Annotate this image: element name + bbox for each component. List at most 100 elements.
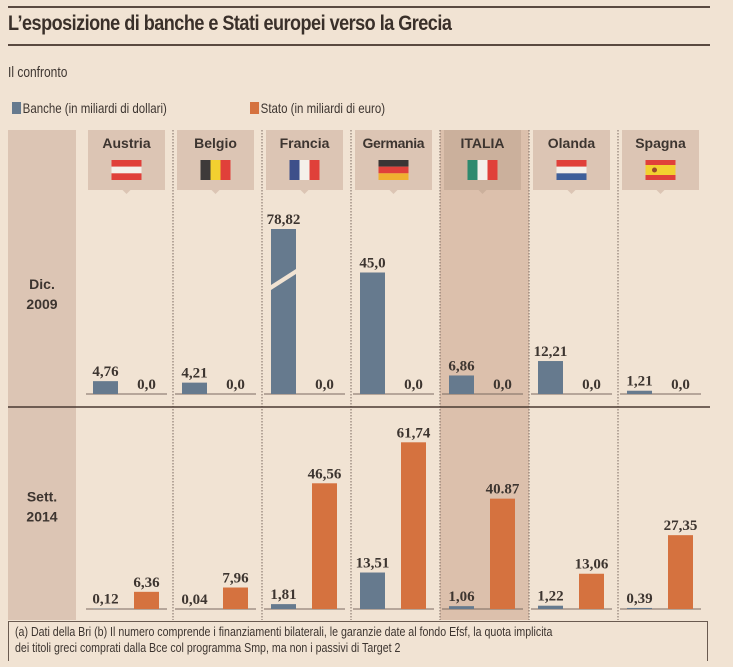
data-label: 6,86 bbox=[448, 358, 475, 374]
data-label: 0,12 bbox=[92, 592, 118, 608]
bar-banche bbox=[271, 229, 296, 394]
data-label: 13,51 bbox=[356, 556, 390, 572]
data-label: 1,22 bbox=[537, 589, 563, 605]
bar-stato bbox=[134, 591, 159, 609]
period-label: 2014 bbox=[26, 509, 57, 525]
period-label: Sett. bbox=[27, 489, 57, 505]
italy-flag bbox=[467, 160, 498, 180]
bar-stato bbox=[223, 587, 248, 609]
flag-stripe bbox=[556, 166, 587, 174]
austria-flag bbox=[111, 160, 142, 180]
bar-banche bbox=[449, 606, 474, 609]
spain-flag bbox=[645, 160, 676, 180]
flag-stripe bbox=[467, 160, 478, 180]
data-label: 46,56 bbox=[308, 466, 342, 482]
bar-banche bbox=[93, 381, 118, 394]
header-pointer bbox=[389, 190, 398, 194]
data-label: 0,0 bbox=[493, 377, 512, 393]
country-name: Olanda bbox=[548, 135, 596, 151]
highlight-column-italia bbox=[440, 130, 529, 620]
bar-banche bbox=[182, 382, 207, 394]
legend-banche: Banche (in miliardi di dollari) bbox=[12, 100, 167, 116]
flag-emblem bbox=[652, 167, 657, 173]
row-label-column bbox=[8, 130, 76, 620]
bar-stato bbox=[579, 573, 604, 609]
data-label: 0,0 bbox=[315, 377, 334, 393]
legend-swatch-banche bbox=[12, 102, 22, 114]
data-label: 0,0 bbox=[671, 377, 690, 393]
flag-stripe bbox=[378, 166, 409, 174]
flag-stripe bbox=[556, 160, 587, 167]
bar-banche bbox=[538, 605, 563, 609]
legend-swatch-stato bbox=[250, 102, 260, 114]
legend-stato: Stato (in miliardi di euro) bbox=[250, 100, 385, 116]
country-name: Spagna bbox=[635, 135, 686, 151]
data-label: 4,76 bbox=[92, 364, 119, 380]
period-label: Dic. bbox=[29, 276, 55, 292]
flag-stripe bbox=[645, 160, 676, 165]
bar-banche bbox=[627, 607, 652, 609]
flag-stripe bbox=[378, 173, 409, 180]
data-label: 0,0 bbox=[582, 377, 601, 393]
data-label: 0,39 bbox=[626, 591, 652, 607]
flag-stripe bbox=[556, 173, 587, 180]
country-name: Germania bbox=[363, 135, 425, 151]
legend-label-banche: Banche (in miliardi di dollari) bbox=[22, 100, 167, 116]
bar-banche bbox=[627, 390, 652, 394]
chart-subtitle: Il confronto bbox=[8, 64, 68, 81]
country-name: Austria bbox=[102, 135, 150, 151]
data-label: 12,21 bbox=[534, 344, 568, 360]
flag-stripe bbox=[111, 173, 142, 180]
legend-label-stato: Stato (in miliardi di euro) bbox=[260, 100, 386, 116]
header-pointer bbox=[656, 190, 665, 194]
bar-banche bbox=[538, 361, 563, 394]
data-label: 78,82 bbox=[267, 212, 301, 228]
data-label: 4,21 bbox=[181, 366, 207, 382]
bar-break-mark bbox=[271, 269, 296, 290]
flag-stripe bbox=[220, 160, 231, 180]
flag-stripe bbox=[645, 165, 676, 175]
header-pointer bbox=[478, 190, 487, 194]
flag-stripe bbox=[210, 160, 221, 180]
bar-banche bbox=[360, 272, 385, 394]
bar-stato bbox=[312, 483, 337, 609]
data-label: 0,0 bbox=[226, 377, 245, 393]
flag-stripe bbox=[111, 160, 142, 167]
bar-stato bbox=[401, 442, 426, 609]
flag-stripe bbox=[645, 175, 676, 180]
france-flag bbox=[289, 160, 320, 180]
flag-stripe bbox=[487, 160, 498, 180]
data-label: 7,96 bbox=[222, 571, 249, 587]
header-pointer bbox=[122, 190, 131, 194]
flag-stripe bbox=[299, 160, 310, 180]
bar-stato bbox=[668, 535, 693, 609]
top-rule bbox=[8, 6, 710, 8]
data-label: 61,74 bbox=[397, 425, 431, 441]
data-label: 0,0 bbox=[137, 377, 156, 393]
bar-banche bbox=[449, 375, 474, 394]
germany-flag bbox=[378, 160, 409, 180]
footnote-line-2: dei titoli greci comprati dalla Bce col … bbox=[15, 641, 401, 655]
header-pointer bbox=[211, 190, 220, 194]
flag-stripe bbox=[378, 160, 409, 167]
data-label: 1,21 bbox=[626, 374, 652, 390]
flag-stripe bbox=[289, 160, 300, 180]
data-label: 27,35 bbox=[664, 518, 698, 534]
data-label: 1,06 bbox=[448, 589, 475, 605]
data-label: 13,06 bbox=[575, 557, 609, 573]
bar-banche bbox=[360, 572, 385, 609]
header-pointer bbox=[567, 190, 576, 194]
country-name: Belgio bbox=[194, 135, 237, 151]
data-label: 0,0 bbox=[404, 377, 423, 393]
data-label: 45,0 bbox=[359, 256, 385, 272]
period-label: 2009 bbox=[26, 296, 57, 312]
country-name: ITALIA bbox=[460, 135, 504, 151]
header-pointer bbox=[300, 190, 309, 194]
chart-title: L’esposizione di banche e Stati europei … bbox=[8, 12, 452, 35]
data-label: 0,04 bbox=[181, 592, 208, 608]
belgium-flag bbox=[200, 160, 231, 180]
flag-stripe bbox=[111, 166, 142, 174]
data-label: 6,36 bbox=[133, 575, 160, 591]
flag-stripe bbox=[309, 160, 320, 180]
